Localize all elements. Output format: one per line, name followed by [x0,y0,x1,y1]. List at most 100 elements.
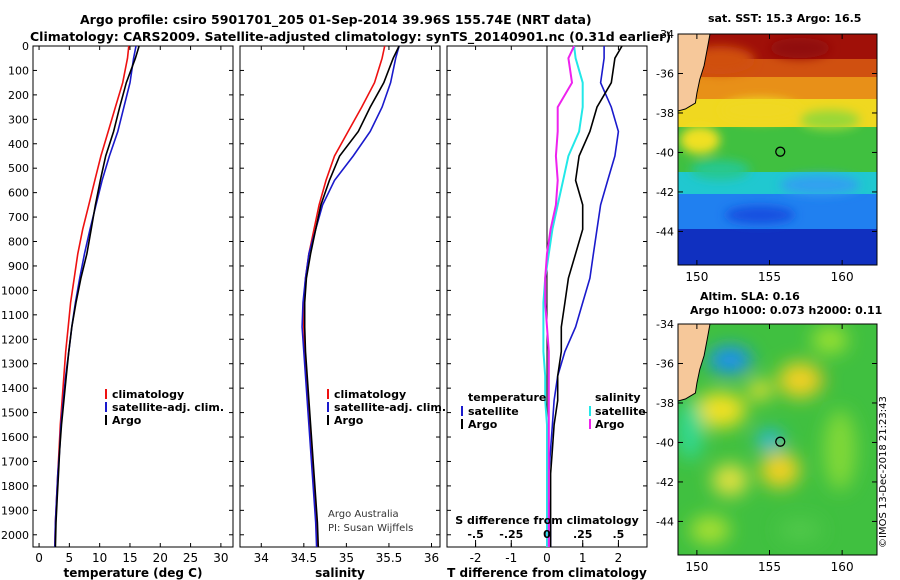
y-tick-label: 1800 [1,480,29,493]
x2-tick-label: .5 [613,528,625,541]
map-lat-label: -40 [656,146,674,159]
map-lat-label: -34 [656,318,674,331]
sst-blob [720,98,800,122]
y-tick-label: 500 [8,162,29,175]
y-tick-label: 1500 [1,407,29,420]
y-tick-label: 1000 [1,284,29,297]
y-tick-label: 300 [8,113,29,126]
y-tick-label: 700 [8,211,29,224]
map-lat-label: -44 [656,225,674,238]
series-line-t-argo [549,45,623,547]
x-tick-label: -1 [505,551,517,565]
x-axis-label: salinity [315,566,365,580]
map-lat-label: -42 [656,476,674,489]
sla-map [678,324,877,555]
map-lon-label: 155 [758,560,781,574]
sst-blob [725,206,795,224]
map-lat-label: -36 [656,357,674,370]
x2-tick-label: .25 [573,528,593,541]
y-tick-label: 1900 [1,504,29,517]
x-axis-label: temperature (deg C) [64,566,203,580]
sst-blob [680,126,720,154]
x-axis-label: T difference from climatology [447,566,647,580]
legend-label: Argo [595,418,625,431]
map-lat-label: -40 [656,436,674,449]
map-lon-label: 150 [685,560,708,574]
map-lat-label: -42 [656,186,674,199]
series-line-s-argo [544,45,576,547]
y-tick-label: 2000 [1,529,29,542]
sla-blob [760,452,800,488]
legend-heading: salinity [595,391,641,404]
map-lon-label: 155 [758,270,781,284]
sst-map-title: sat. SST: 15.3 Argo: 16.5 [708,12,862,25]
maps-layer [678,34,877,555]
x-tick-label: 25 [183,551,198,565]
x-tick-label: 34.5 [290,551,317,565]
sla-blob [812,326,848,354]
legend-label: satellite [468,405,519,418]
title-line-1: Argo profile: csiro 5901701_205 01-Sep-2… [80,12,592,27]
credit-line: PI: Susan Wijffels [328,523,413,534]
y-tick-label: 200 [8,89,29,102]
map-frame [677,323,878,556]
x-tick-label: 20 [153,551,168,565]
sla-blob [694,392,746,428]
sla-map-subtitle: Argo h1000: 0.073 h2000: 0.11 [690,304,883,317]
y-tick-label: 0 [22,40,29,53]
y-tick-label: 1600 [1,431,29,444]
sla-map-title: Altim. SLA: 0.16 [700,290,800,303]
map-lon-label: 150 [685,270,708,284]
x2-axis-label: S difference from climatology [455,514,639,527]
y-tick-label: 900 [8,260,29,273]
x-tick-label: 1 [579,551,587,565]
legend-label: climatology [112,388,184,401]
x-tick-label: 10 [92,551,107,565]
text-layer: 0100200300400500600700800900100011001200… [1,28,854,580]
legend-label: Argo [112,414,142,427]
map-lat-label: -38 [656,107,674,120]
x-tick-label: 35.5 [376,551,403,565]
panel-frame [32,45,234,548]
legend-label: climatology [334,388,406,401]
x-tick-label: 34 [254,551,269,565]
x-tick-label: 2 [615,551,623,565]
x-tick-label: 30 [213,551,228,565]
map-lat-label: -36 [656,67,674,80]
sst-band [678,229,877,265]
sla-texture [678,326,856,544]
x2-tick-label: -.25 [499,528,523,541]
y-tick-label: 100 [8,64,29,77]
panel-frame [239,45,441,548]
y-tick-label: 400 [8,138,29,151]
x-tick-label: 0 [35,551,43,565]
legend-label: satellite [595,405,646,418]
x-tick-label: 36 [424,551,439,565]
legend-label: satellite-adj. clim. [334,401,446,414]
y-tick-label: 800 [8,236,29,249]
sla-blob [756,430,784,450]
x2-tick-label: 0 [543,528,551,541]
float-position-marker [775,436,786,447]
map-frame [677,33,878,266]
sst-blob [770,38,830,58]
y-tick-label: 1100 [1,309,29,322]
legend-label: Argo [468,418,498,431]
sla-blob [748,380,772,400]
map-lat-label: -38 [656,397,674,410]
sla-blob [690,516,730,544]
y-tick-label: 1700 [1,455,29,468]
credit-line: Argo Australia [328,509,399,520]
legend-label: Argo [334,414,364,427]
sla-blob [678,400,704,460]
sla-blob [708,346,752,374]
x-tick-label: 15 [122,551,137,565]
series-line-satellite-adj-clim- [301,45,400,548]
title-line-2: Climatology: CARS2009. Satellite-adjuste… [30,29,672,44]
x-tick-label: 5 [66,551,74,565]
sla-blob [824,410,856,490]
float-position-marker [775,146,786,157]
x-tick-label: 35 [339,551,354,565]
y-tick-label: 1400 [1,382,29,395]
